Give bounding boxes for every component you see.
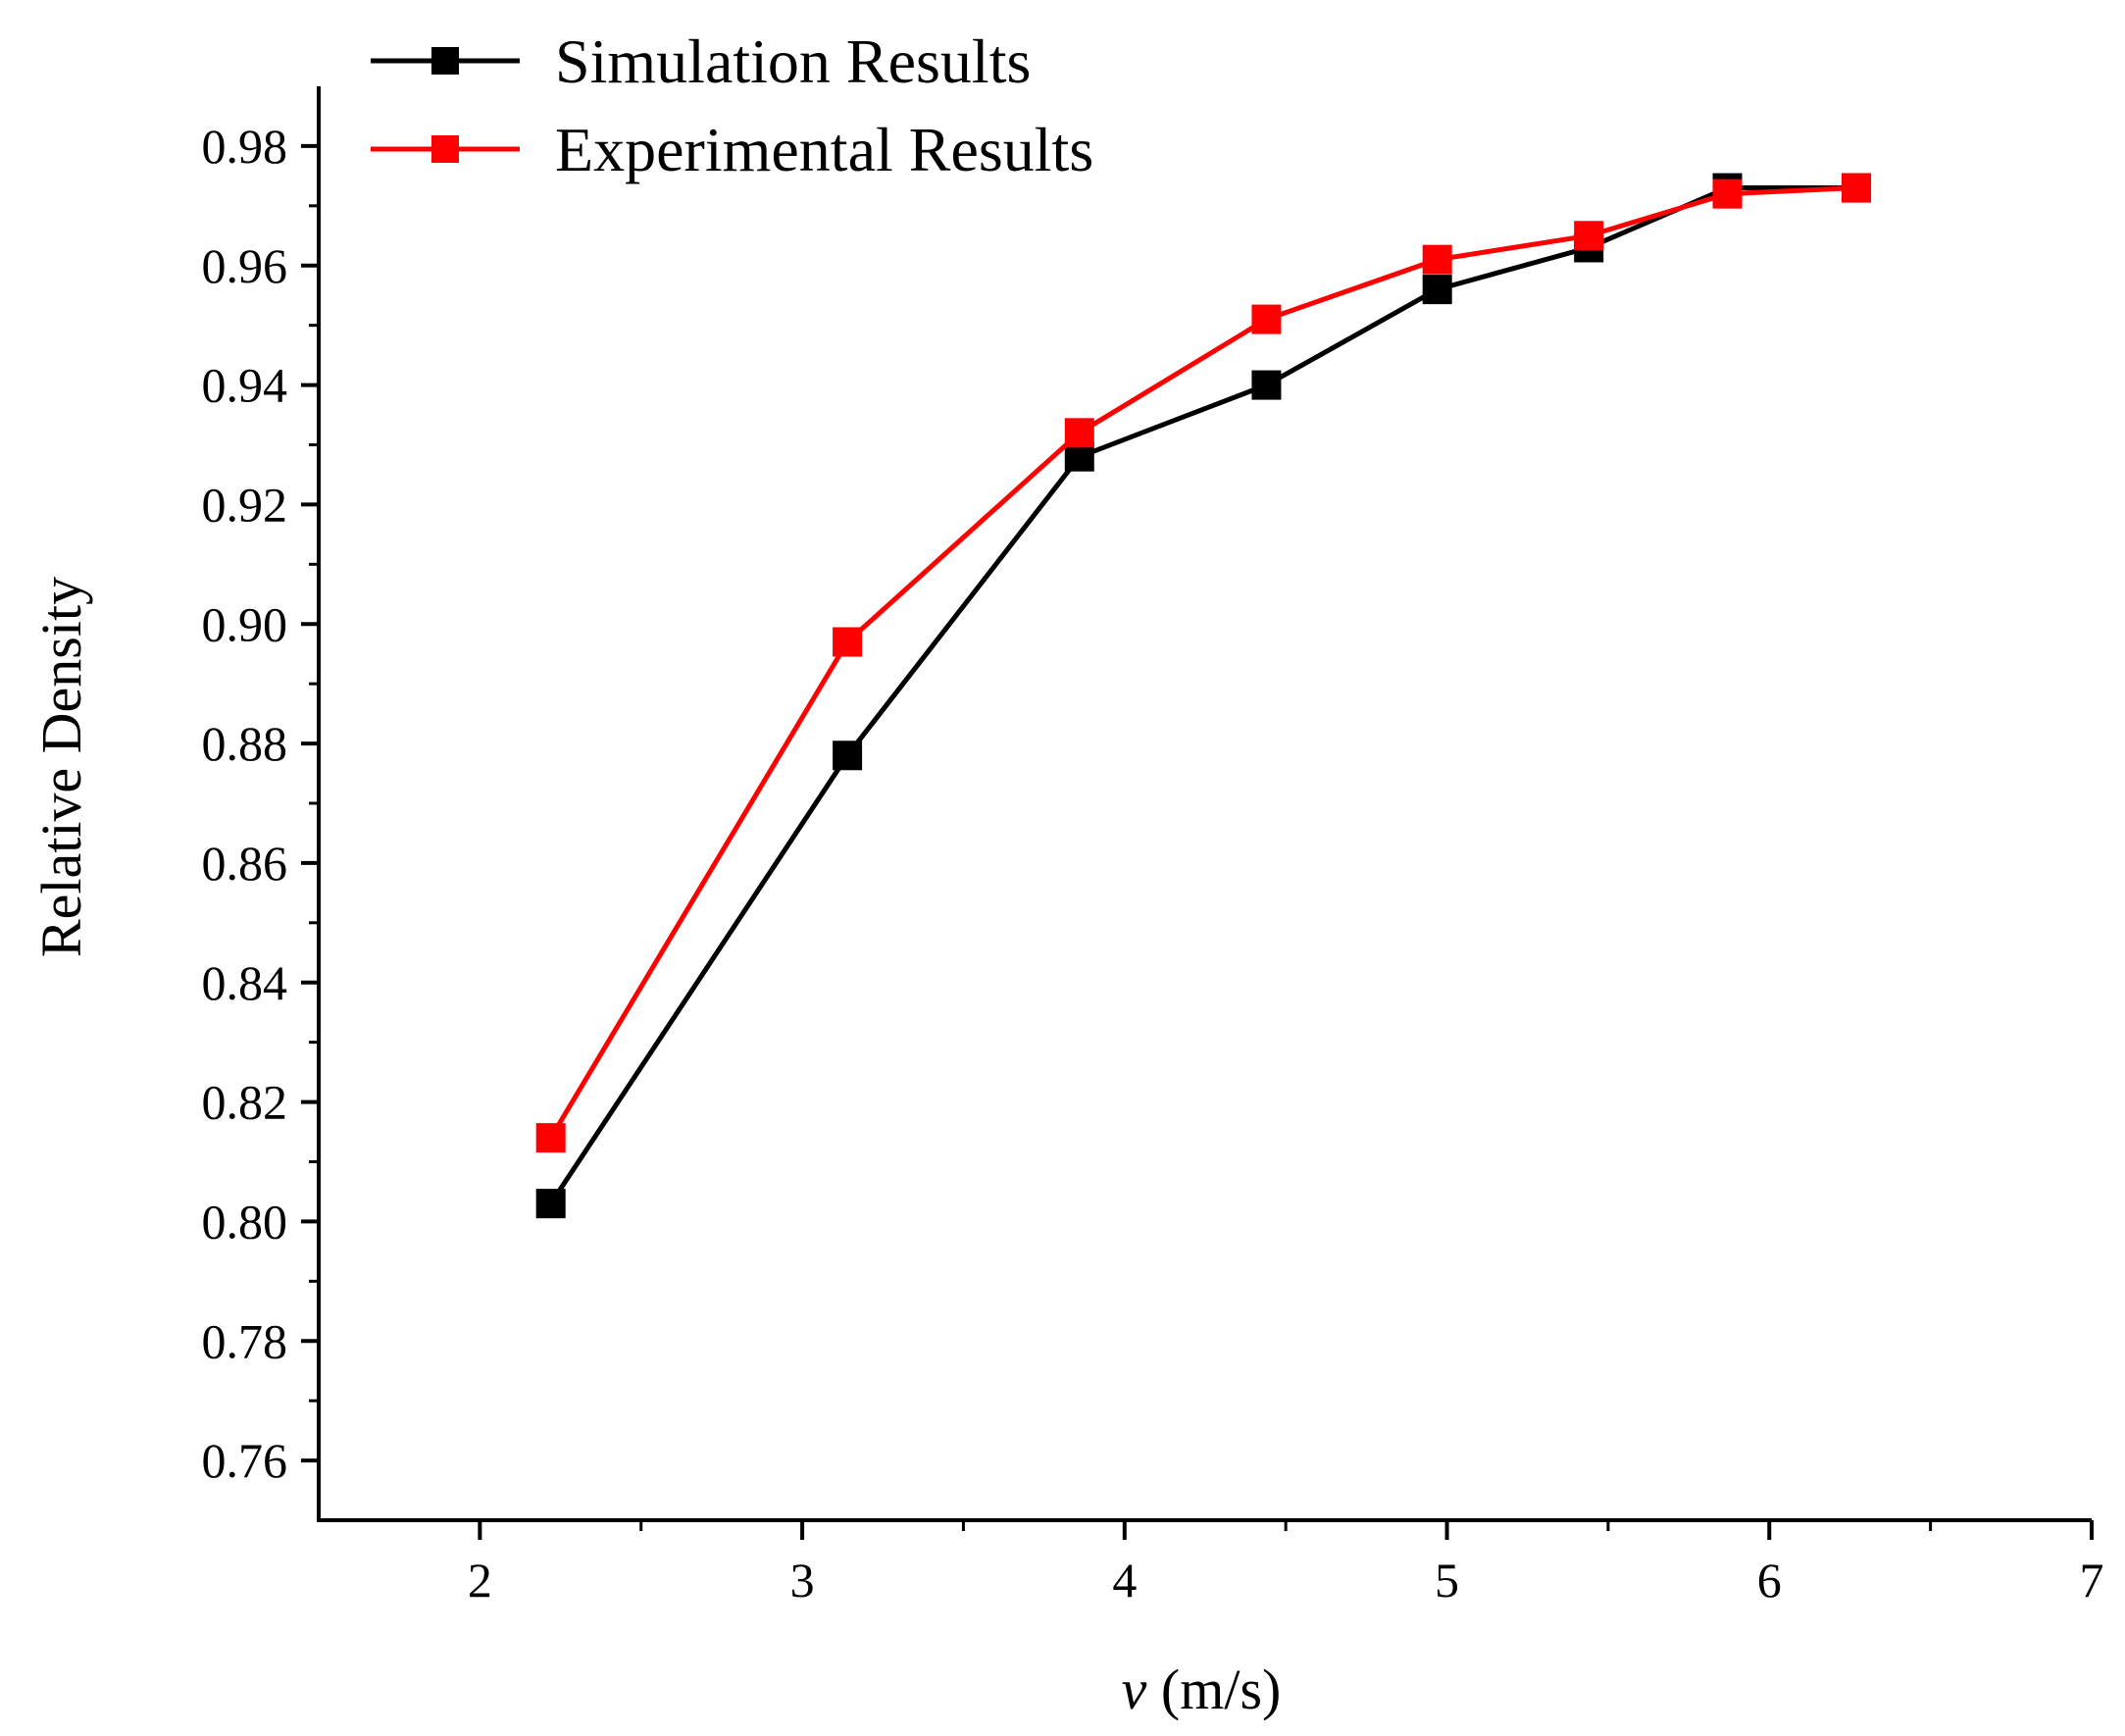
y-tick-label: 0.76 [202, 1433, 288, 1488]
y-tick-label: 0.84 [202, 955, 288, 1010]
legend-entry: Simulation Results [371, 26, 1031, 96]
data-point [833, 627, 863, 657]
legend-marker [431, 135, 459, 163]
x-axis-variable: v [1122, 1658, 1147, 1721]
y-tick-label: 0.98 [202, 119, 288, 174]
x-tick-label: 2 [468, 1553, 492, 1608]
x-axis-unit: (m/s) [1146, 1658, 1281, 1721]
y-tick-label: 0.88 [202, 716, 288, 771]
y-tick-label: 0.78 [202, 1313, 288, 1368]
axes: 0.76 0.78 0.80 0.82 0.84 0.86 0.88 0.90 0.92 0.94… [202, 86, 2104, 1608]
legend-label: Simulation Results [555, 26, 1031, 96]
y-tick-label: 0.96 [202, 238, 288, 293]
x-tick-label: 4 [1112, 1553, 1137, 1608]
legend: Simulation Results Experimental Results [371, 26, 1093, 184]
data-point [535, 1189, 566, 1219]
x-tick-label: 3 [790, 1553, 815, 1608]
data-point [1422, 275, 1452, 305]
legend-label: Experimental Results [555, 115, 1093, 184]
data-point [1251, 304, 1282, 334]
y-tick-label: 0.90 [202, 596, 288, 651]
series-1 [535, 173, 1872, 1219]
legend-marker [431, 47, 459, 75]
data-point [1422, 244, 1452, 275]
data-point [1712, 179, 1743, 209]
data-point [1251, 370, 1282, 400]
data-point [1064, 418, 1094, 448]
series-line [548, 185, 1857, 1205]
series-2 [535, 173, 1872, 1153]
data-point [535, 1123, 566, 1153]
x-axis-title: v (m/s) [1122, 1658, 1282, 1721]
series-line [548, 185, 1857, 1140]
y-tick-label: 0.94 [202, 358, 288, 413]
data-point [1842, 173, 1872, 203]
y-tick-label: 0.80 [202, 1194, 288, 1249]
x-tick-label: 6 [1757, 1553, 1782, 1608]
y-axis-title: Relative Density [29, 577, 93, 957]
y-tick-label: 0.82 [202, 1075, 288, 1130]
y-tick-label: 0.92 [202, 477, 288, 532]
x-tick-label: 5 [1435, 1553, 1459, 1608]
y-tick-label: 0.86 [202, 836, 288, 891]
series-layer [535, 173, 1872, 1219]
x-tick-label: 7 [2080, 1553, 2104, 1608]
data-point [1574, 221, 1604, 251]
data-point [833, 740, 863, 771]
legend-entry: Experimental Results [371, 115, 1093, 184]
